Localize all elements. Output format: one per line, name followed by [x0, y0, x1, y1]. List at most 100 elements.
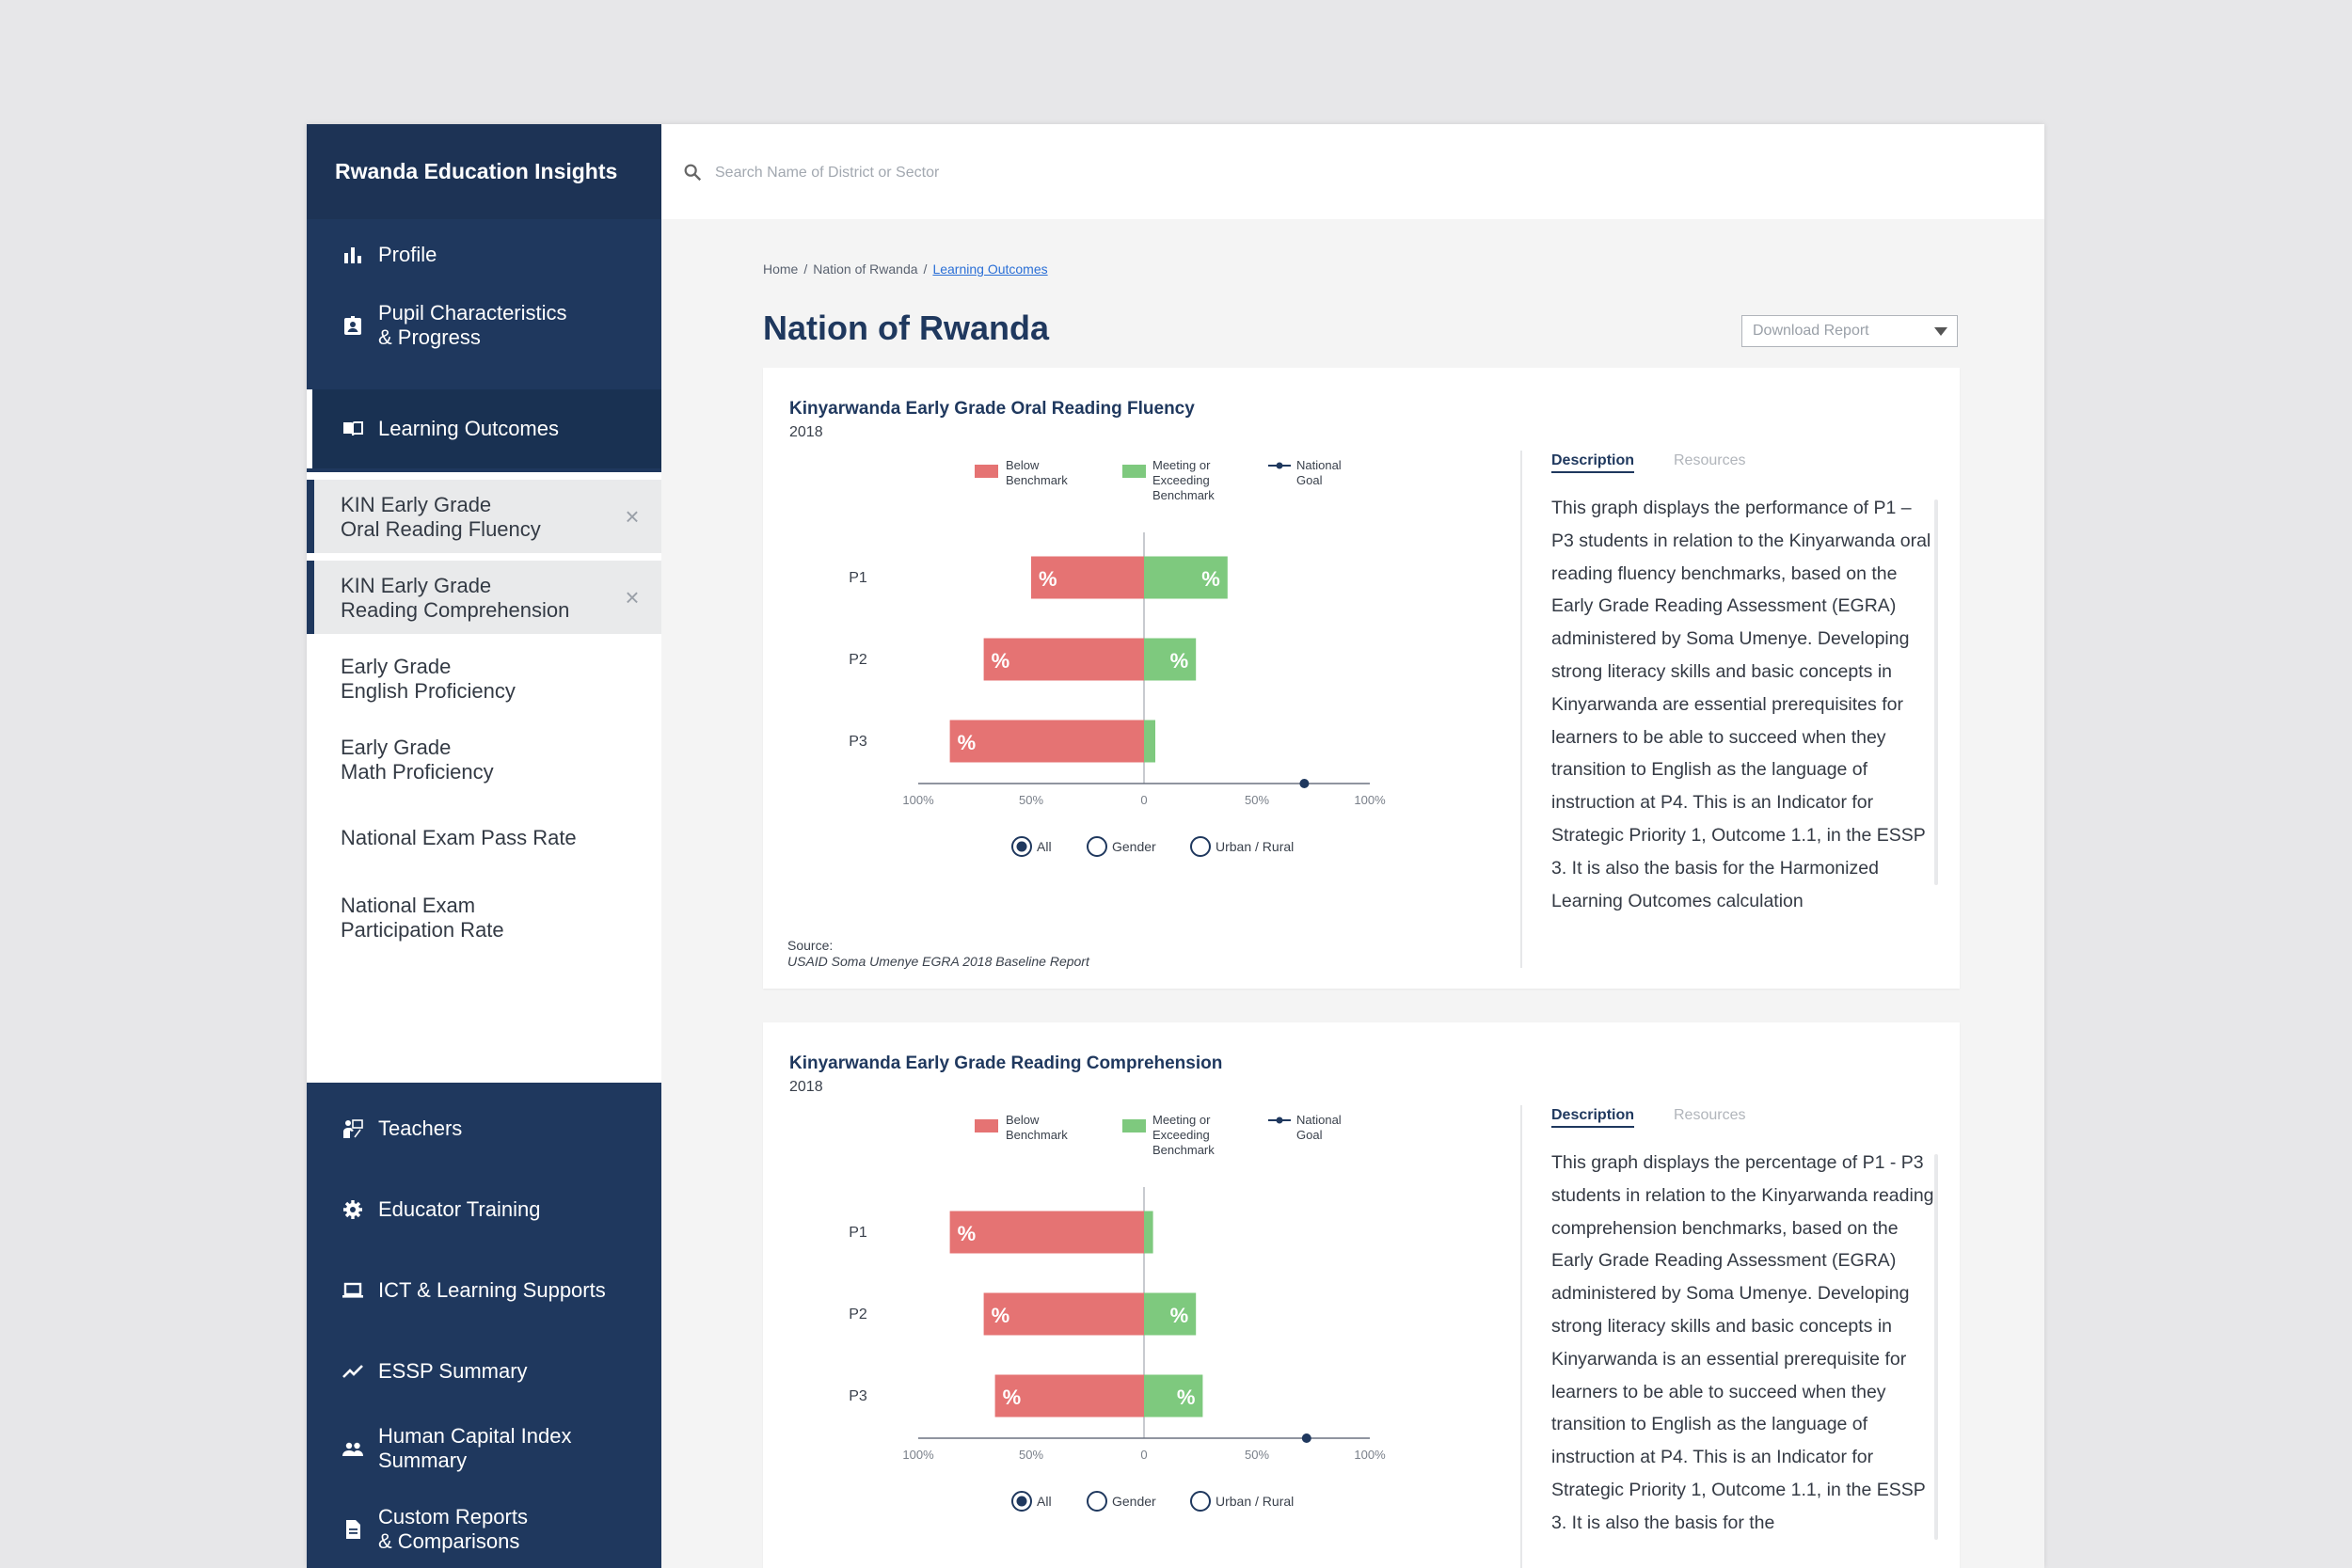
main-content: Home / Nation of Rwanda / Learning Outcomes …: [661, 219, 2044, 1568]
sidebar-item-teachers[interactable]: Teachers: [307, 1099, 661, 1159]
chart-source: Source: USAID Soma Umenye EGRA 2018 Base…: [787, 938, 1089, 970]
page-title: Nation of Rwanda: [763, 309, 1049, 347]
tab-resources[interactable]: Resources: [1674, 1107, 1746, 1123]
subnav-item-exam-participation-rate[interactable]: National Exam Participation Rate: [307, 873, 661, 952]
legend-label: Below: [1006, 458, 1040, 472]
tab-description[interactable]: Description: [1551, 1107, 1635, 1128]
bar-label: %: [992, 1304, 1010, 1327]
legend-goal-marker: [1276, 1117, 1283, 1124]
x-tick-label: 0: [1140, 1448, 1147, 1462]
filter-label: All: [1037, 839, 1052, 854]
subnav-item-kin-oral-reading-fluency[interactable]: KIN Early Grade Oral Reading Fluency ×: [307, 480, 661, 553]
filter-label: Gender: [1112, 839, 1156, 854]
bar-label: %: [992, 649, 1010, 673]
sidebar-item-label: Custom Reports & Comparisons: [378, 1505, 528, 1553]
subnav-item-label: KIN Early Grade Reading Comprehension: [341, 574, 570, 622]
tab-description[interactable]: Description: [1551, 452, 1635, 473]
sidebar-item-label: ESSP Summary: [378, 1359, 528, 1383]
legend-swatch-below: [975, 465, 998, 478]
bar-meeting-benchmark: [1144, 1292, 1197, 1336]
sidebar-item-human-capital-index[interactable]: Human Capital Index Summary: [307, 1409, 661, 1488]
bar-below-benchmark: [949, 1211, 1144, 1254]
description-scrollbar[interactable]: [1934, 1154, 1938, 1540]
sidebar-item-ict-learning-supports[interactable]: ICT & Learning Supports: [307, 1260, 661, 1321]
legend-label: Benchmark: [1006, 1128, 1068, 1142]
close-icon[interactable]: ×: [625, 583, 640, 611]
subnav-item-exam-pass-rate[interactable]: National Exam Pass Rate: [307, 803, 661, 871]
chart-card-reading-comprehension: Kinyarwanda Early Grade Reading Comprehe…: [763, 1022, 1960, 1568]
bar-label: %: [1201, 567, 1220, 591]
legend-label: National: [1296, 1113, 1342, 1127]
sidebar-item-profile[interactable]: Profile: [307, 224, 661, 286]
subnav-item-label: Early Grade Math Proficiency: [341, 736, 494, 784]
bar-meeting-benchmark: [1144, 1374, 1203, 1418]
search-input[interactable]: [713, 156, 1187, 190]
sidebar-item-pupil-characteristics[interactable]: Pupil Characteristics & Progress: [307, 286, 661, 365]
breadcrumb: Home / Nation of Rwanda / Learning Outcomes: [763, 261, 1048, 277]
subnav-item-kin-reading-comprehension[interactable]: KIN Early Grade Reading Comprehension ×: [307, 561, 661, 634]
legend-swatch-meeting: [1122, 465, 1146, 478]
chart-card-oral-reading-fluency: Kinyarwanda Early Grade Oral Reading Flu…: [763, 368, 1960, 989]
filter-label: Gender: [1112, 1494, 1156, 1509]
x-tick-label: 50%: [1245, 793, 1269, 807]
bar-meeting-benchmark: [1144, 638, 1197, 681]
close-icon[interactable]: ×: [625, 502, 640, 531]
breadcrumb-current[interactable]: Learning Outcomes: [932, 261, 1048, 277]
bar-meeting-benchmark: [1144, 1211, 1153, 1254]
description-text: This graph displays the percentage of P1…: [1551, 1152, 1934, 1533]
x-tick-label: 100%: [902, 793, 934, 807]
search-icon: [682, 162, 703, 182]
category-label: P2: [849, 652, 867, 668]
subnav-item-label: National Exam Participation Rate: [341, 894, 504, 942]
download-report-label: Download Report: [1753, 323, 1869, 339]
laptop-icon: [341, 1278, 365, 1303]
x-tick-label: 0: [1140, 793, 1147, 807]
national-goal-marker: [1299, 779, 1310, 788]
subnav-item-english-proficiency[interactable]: Early Grade English Proficiency: [307, 641, 661, 719]
trend-icon: [341, 1359, 365, 1384]
document-icon: [341, 1517, 365, 1542]
breadcrumb-nation[interactable]: Nation of Rwanda: [813, 261, 918, 277]
divider: [1520, 1105, 1522, 1568]
sidebar-item-label: Learning Outcomes: [378, 417, 559, 440]
sidebar-item-learning-outcomes[interactable]: Learning Outcomes: [307, 389, 661, 468]
filter-label: Urban / Rural: [1216, 1494, 1294, 1509]
card-title: Kinyarwanda Early Grade Oral Reading Flu…: [789, 399, 1195, 419]
x-tick-label: 50%: [1019, 793, 1043, 807]
subnav-item-label: Early Grade English Proficiency: [341, 655, 516, 703]
top-bar: EK: [661, 124, 2044, 219]
subnav-item-label: KIN Early Grade Oral Reading Fluency: [341, 493, 541, 541]
subnav-item-math-proficiency[interactable]: Early Grade Math Proficiency: [307, 722, 661, 800]
filter-radio: [1087, 1491, 1107, 1512]
source-label: Source:: [787, 938, 834, 953]
gear-icon: [341, 1197, 365, 1222]
bar-label: %: [1003, 1386, 1022, 1409]
people-icon: [341, 1436, 365, 1461]
description-scrollbar[interactable]: [1934, 499, 1938, 885]
card-year: 2018: [789, 1079, 823, 1095]
description-text: This graph displays the performance of P…: [1551, 498, 1931, 911]
bar-meeting-benchmark: [1144, 556, 1228, 599]
bar-meeting-benchmark: [1144, 720, 1155, 763]
sidebar-item-essp-summary[interactable]: ESSP Summary: [307, 1341, 661, 1402]
sidebar-item-custom-reports[interactable]: Custom Reports & Comparisons: [307, 1490, 661, 1568]
sidebar-item-label: ICT & Learning Supports: [378, 1278, 606, 1302]
sidebar-item-educator-training[interactable]: Educator Training: [307, 1180, 661, 1240]
filter-label: All: [1037, 1494, 1052, 1509]
bar-label: %: [1170, 1304, 1189, 1327]
breadcrumb-separator: /: [803, 261, 808, 277]
sidebar: Rwanda Education Insights Profile Pupil …: [307, 124, 661, 1568]
bar-label: %: [958, 731, 977, 754]
breadcrumb-home[interactable]: Home: [763, 261, 799, 277]
card-year: 2018: [789, 424, 823, 440]
legend-swatch-meeting: [1122, 1119, 1146, 1132]
tab-resources[interactable]: Resources: [1674, 452, 1746, 468]
filter-radio: [1190, 836, 1211, 857]
app-window: Rwanda Education Insights Profile Pupil …: [307, 124, 2044, 1568]
bar-below-benchmark: [983, 1292, 1144, 1336]
bar-below-benchmark: [1031, 556, 1144, 599]
x-tick-label: 50%: [1019, 1448, 1043, 1462]
download-report-select[interactable]: Download Report: [1741, 315, 1958, 347]
